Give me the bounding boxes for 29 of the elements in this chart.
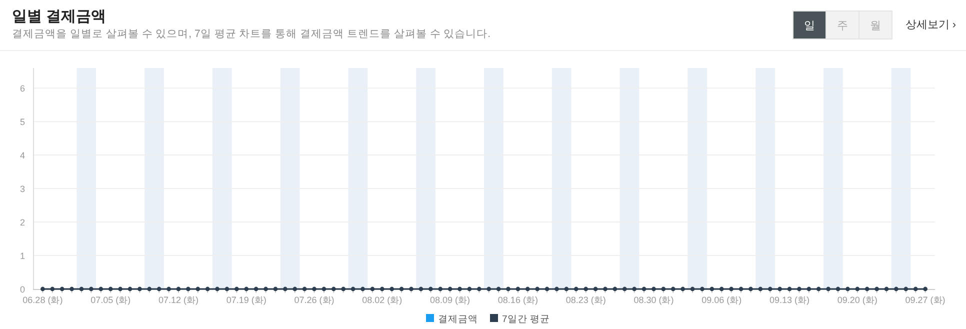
x-tick-label: 09.13 (화)	[770, 295, 810, 305]
legend-label: 7일간 평균	[502, 314, 550, 325]
x-tick-label: 07.12 (화)	[158, 295, 198, 305]
x-tick-label: 06.28 (화)	[22, 295, 63, 305]
legend-label: 결제금액	[438, 314, 478, 325]
chart-subtitle: 결제금액을 일별로 살펴볼 수 있으며, 7일 평균 차트를 통해 결제금액 트렌드를 살펴볼 수 있습니다.	[12, 28, 491, 40]
text: 일	[804, 20, 815, 32]
y-tick-label: 2	[20, 218, 25, 228]
x-tick-label: 08.09 (화)	[430, 295, 470, 305]
y-tick-label: 3	[20, 184, 25, 194]
y-tick-label: 1	[20, 251, 25, 262]
text: 주	[837, 20, 848, 32]
x-tick-label: 08.23 (화)	[566, 295, 606, 305]
x-tick-label: 09.20 (화)	[837, 295, 878, 305]
y-tick-label: 4	[20, 150, 25, 161]
x-tick-label: 07.19 (화)	[226, 295, 266, 305]
x-tick-label: 07.05 (화)	[90, 295, 131, 305]
x-tick-label: 09.27 (화)	[905, 295, 946, 305]
chart-title: 일별 결제금액	[12, 8, 106, 25]
y-tick-label: 6	[20, 84, 25, 94]
x-tick-label: 07.26 (화)	[294, 295, 334, 305]
y-tick-label: 0	[20, 284, 25, 294]
x-tick-label: 08.30 (화)	[634, 295, 674, 305]
x-tick-label: 08.16 (화)	[498, 295, 538, 305]
x-tick-label: 09.06 (화)	[702, 295, 742, 305]
text: 상세보기 ›	[905, 19, 956, 31]
y-tick-label: 5	[20, 117, 25, 128]
x-tick-label: 08.02 (화)	[362, 295, 402, 305]
text: 월	[870, 20, 881, 32]
